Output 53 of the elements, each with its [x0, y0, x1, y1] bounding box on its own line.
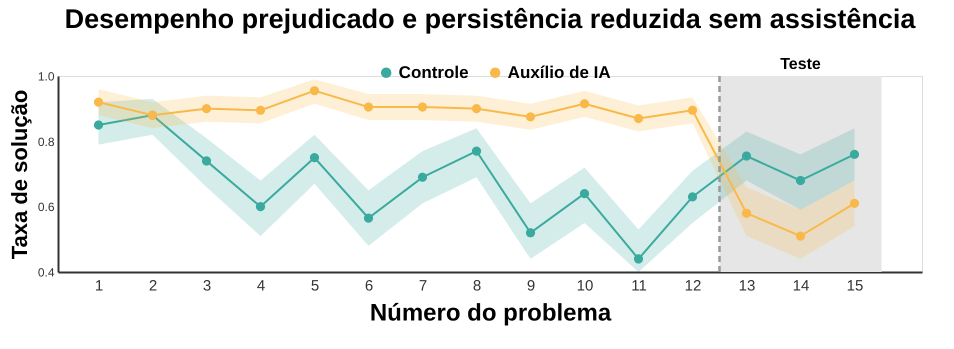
x-axis-title: Número do problema	[370, 300, 612, 326]
point	[364, 102, 374, 112]
point	[94, 120, 104, 130]
x-tick-label: 15	[846, 278, 864, 294]
y-axis-title: Taxa de solução	[6, 90, 32, 260]
point	[688, 192, 698, 202]
x-tick-label: 12	[684, 278, 702, 294]
x-tick-label: 11	[631, 278, 647, 294]
point	[580, 99, 590, 108]
x-tick-label: 9	[526, 278, 536, 294]
point	[418, 172, 428, 182]
point	[742, 151, 752, 161]
point	[688, 106, 698, 115]
point	[634, 114, 644, 124]
point	[256, 106, 266, 115]
point	[94, 98, 104, 107]
point	[256, 202, 266, 212]
y-tick-label: 0.6	[38, 200, 55, 214]
point	[850, 150, 860, 160]
x-tick-label: 8	[472, 278, 482, 294]
point	[850, 198, 860, 208]
point	[634, 254, 644, 264]
x-tick-label: 7	[418, 278, 428, 294]
x-tick-label: 4	[256, 278, 266, 294]
point	[310, 86, 320, 96]
y-tick-label: 0.4	[38, 266, 55, 280]
x-tick-label: 14	[792, 278, 810, 294]
band-label: Teste	[780, 56, 821, 73]
point	[364, 213, 374, 223]
point	[472, 146, 482, 156]
x-tick-label: 3	[202, 278, 212, 294]
point	[526, 228, 536, 238]
point	[796, 231, 806, 241]
x-tick-label: 6	[364, 278, 374, 294]
x-tick-label: 5	[310, 278, 320, 294]
point	[580, 188, 590, 198]
point	[796, 176, 806, 186]
y-tick-label: 1.0	[38, 70, 55, 84]
point	[202, 156, 212, 166]
point	[526, 112, 536, 122]
point	[202, 104, 212, 114]
y-tick-label: 0.8	[38, 134, 55, 149]
legend-label: Auxílio de IA	[508, 62, 611, 82]
point	[472, 104, 482, 114]
legend-label: Controle	[398, 62, 469, 82]
x-tick-label: 2	[148, 278, 158, 294]
chart-title: Desempenho prejudicado e persistência reduzida sem assistência	[64, 4, 916, 34]
point	[742, 208, 752, 218]
x-tick-label: 1	[94, 278, 104, 294]
point	[418, 102, 428, 112]
x-tick-label: 13	[738, 278, 756, 294]
point	[310, 153, 320, 162]
x-tick-label: 10	[576, 278, 594, 294]
